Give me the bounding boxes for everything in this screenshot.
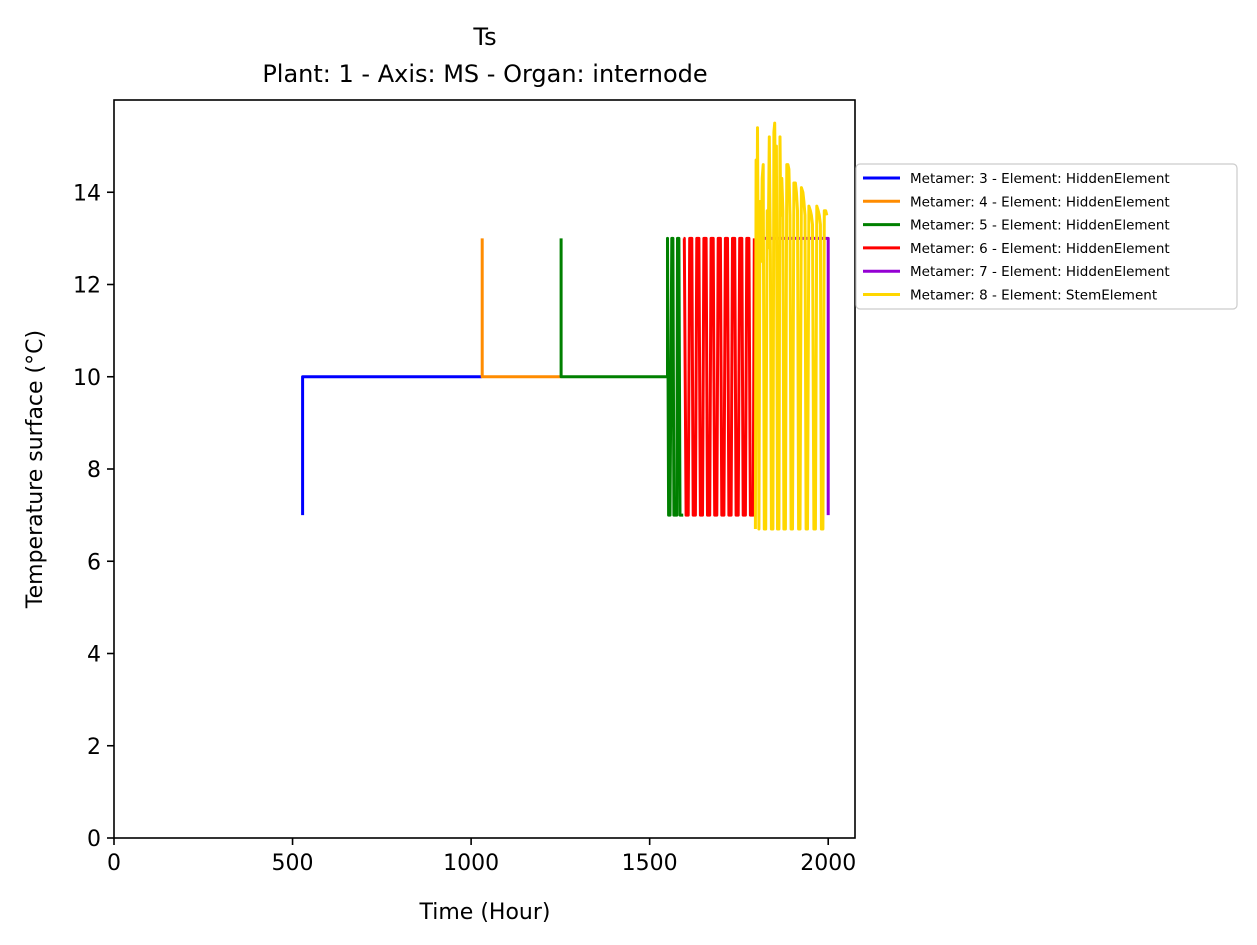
legend-label-6: Metamer: 8 - Element: StemElement (910, 288, 1157, 304)
y-tick-label: 12 (73, 274, 101, 299)
y-tick-label: 10 (73, 366, 101, 391)
series-layer (301, 121, 830, 531)
series-line-6 (753, 121, 829, 531)
y-axis-label: Temperature surface (°C) (23, 330, 48, 609)
x-axis-label: Time (Hour) (419, 900, 551, 925)
legend-label-3: Metamer: 5 - Element: HiddenElement (910, 218, 1170, 234)
y-tick-label: 14 (73, 181, 101, 206)
legend: Metamer: 3 - Element: HiddenElement Metam… (855, 163, 1238, 310)
x-tick-label: 500 (272, 851, 314, 876)
series-line-2 (480, 238, 561, 379)
legend-frame (855, 163, 1238, 310)
y-tick-label: 8 (87, 458, 101, 483)
legend-label-1: Metamer: 3 - Element: HiddenElement (910, 171, 1170, 187)
x-tick-label: 0 (107, 851, 121, 876)
chart-subtitle: Plant: 1 - Axis: MS - Organ: internode (262, 60, 707, 88)
legend-label-4: Metamer: 6 - Element: HiddenElement (910, 241, 1170, 257)
series-line-3 (559, 236, 684, 517)
x-tick-label: 1000 (443, 851, 499, 876)
x-tick-label: 1500 (622, 851, 678, 876)
x-tick-label: 2000 (800, 851, 856, 876)
legend-label-5: Metamer: 7 - Element: HiddenElement (910, 264, 1170, 280)
y-tick-label: 0 (87, 827, 101, 852)
series-line-1 (301, 375, 482, 516)
y-tick-label: 6 (87, 550, 101, 575)
legend-label-2: Metamer: 4 - Element: HiddenElement (910, 194, 1170, 210)
chart-title: Ts (472, 23, 496, 51)
series-line-4 (682, 236, 756, 517)
x-axis: 0 500 1000 1500 2000 (107, 838, 856, 876)
y-tick-label: 4 (87, 643, 101, 668)
y-axis: 0 2 4 6 8 10 12 14 (73, 181, 114, 852)
y-tick-label: 2 (87, 735, 101, 760)
